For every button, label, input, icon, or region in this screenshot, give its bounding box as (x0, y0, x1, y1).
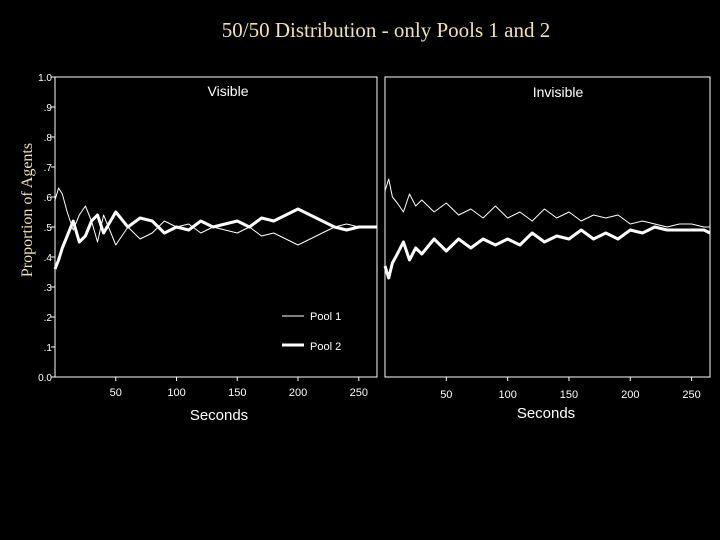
x-axis-title-visible: Seconds (190, 407, 248, 424)
panel-invisible-frame (384, 76, 711, 378)
x-tick-label-visible-200: 200 (289, 387, 307, 399)
x-tick-label-visible-250: 250 (350, 387, 368, 399)
y-tick-label-0: 0.0 (38, 373, 52, 384)
y-tick-label-8: .8 (44, 133, 53, 144)
slide-title: 50/50 Distribution - only Pools 1 and 2 (221, 18, 551, 42)
legend-label-pool-1: Pool 1 (310, 311, 341, 323)
legend-label-pool-2: Pool 2 (310, 341, 341, 353)
y-tick-label-3: .3 (44, 283, 53, 294)
y-tick-label-1: .1 (44, 343, 53, 354)
panel-visible: Visible Seconds 0.0 .1 .2 .3 .4 .5 .6 .7 .8 .9 1.0… (38, 73, 378, 424)
y-tick-label-5: .5 (44, 223, 53, 234)
x-axis-ticks-invisible: 50 100 150 200 250 (440, 377, 701, 401)
panel-invisible: Invisible Seconds 50 100 150 200 250 (383, 76, 711, 422)
series-line-visible-pool-1 (54, 187, 377, 246)
series-lines-visible (53, 187, 377, 270)
series-line-invisible-pool-2 (383, 225, 711, 280)
series-line-invisible-pool-1 (384, 178, 710, 228)
panel-invisible-title: Invisible (533, 84, 584, 100)
x-tick-label-invisible-150: 150 (560, 389, 578, 401)
x-tick-label-invisible-100: 100 (498, 389, 516, 401)
y-tick-label-6: .6 (44, 193, 53, 204)
series-line-visible-pool-2 (53, 207, 377, 270)
x-tick-label-visible-150: 150 (228, 387, 246, 399)
y-tick-label-2: .2 (44, 313, 53, 324)
legend: Pool 1 Pool 2 (282, 311, 341, 353)
x-tick-label-invisible-200: 200 (621, 389, 639, 401)
series-lines-invisible (383, 178, 711, 280)
y-tick-label-7: .7 (44, 163, 53, 174)
x-tick-label-visible-100: 100 (167, 387, 185, 399)
x-axis-ticks-visible: 50 100 150 200 250 (110, 377, 368, 399)
x-tick-label-visible-50: 50 (110, 387, 122, 399)
y-tick-label-10: 1.0 (38, 73, 52, 84)
x-tick-label-invisible-250: 250 (682, 389, 700, 401)
y-tick-label-9: .9 (44, 103, 53, 114)
x-tick-label-invisible-50: 50 (440, 389, 452, 401)
x-axis-title-invisible: Seconds (517, 405, 575, 422)
y-axis-ticks: 0.0 .1 .2 .3 .4 .5 .6 .7 .8 .9 1.0 (38, 73, 55, 384)
y-tick-label-4: .4 (44, 253, 53, 264)
panel-visible-title: Visible (208, 83, 249, 99)
